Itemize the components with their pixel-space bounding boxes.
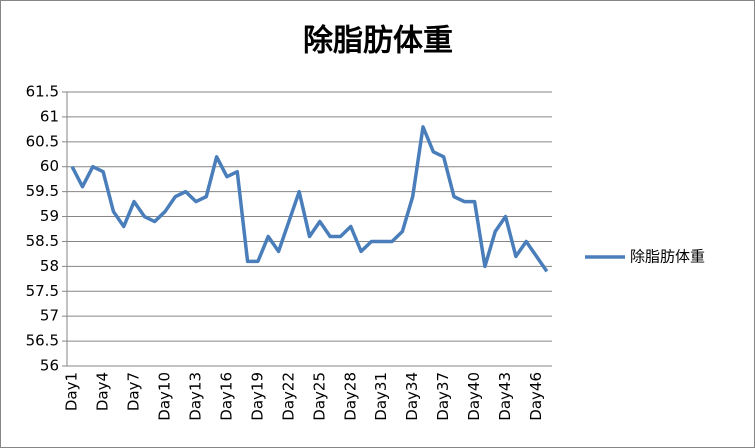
x-tick-label: Day22 xyxy=(279,372,297,421)
y-tick-label: 60 xyxy=(40,157,59,175)
y-tick-label: 61 xyxy=(40,107,59,125)
chart-title: 除脂肪体重 xyxy=(303,24,453,59)
legend-label: 除脂肪体重 xyxy=(630,248,705,266)
y-tick-label: 58.5 xyxy=(26,232,59,250)
x-tick-label: Day13 xyxy=(186,372,204,421)
y-tick-label: 56.5 xyxy=(26,332,59,350)
y-tick-label: 61.5 xyxy=(26,83,59,101)
x-tick-label: Day28 xyxy=(341,372,359,421)
x-tick-label: Day34 xyxy=(403,372,421,421)
y-tick-label: 57 xyxy=(40,307,59,325)
y-tick-label: 57.5 xyxy=(26,282,59,300)
x-tick-label: Day37 xyxy=(434,372,452,421)
x-tick-label: Day40 xyxy=(465,372,483,421)
x-tick-label: Day7 xyxy=(125,372,143,411)
x-tick-label: Day4 xyxy=(94,372,112,411)
x-tick-label: Day31 xyxy=(372,372,390,421)
x-tick-label: Day16 xyxy=(217,372,235,421)
x-tick-label: Day1 xyxy=(63,372,81,411)
y-tick-label: 60.5 xyxy=(26,132,59,150)
x-tick-label: Day46 xyxy=(527,372,545,421)
x-tick-label: Day25 xyxy=(310,372,328,421)
y-tick-label: 59 xyxy=(40,207,59,225)
x-tick-label: Day10 xyxy=(156,372,174,421)
data-line xyxy=(70,125,549,273)
x-tick-label: Day19 xyxy=(248,372,266,421)
y-tick-label: 56 xyxy=(40,357,59,375)
y-tick-label: 59.5 xyxy=(26,182,59,200)
x-tick-label: Day43 xyxy=(496,372,514,421)
y-tick-label: 58 xyxy=(40,257,59,275)
